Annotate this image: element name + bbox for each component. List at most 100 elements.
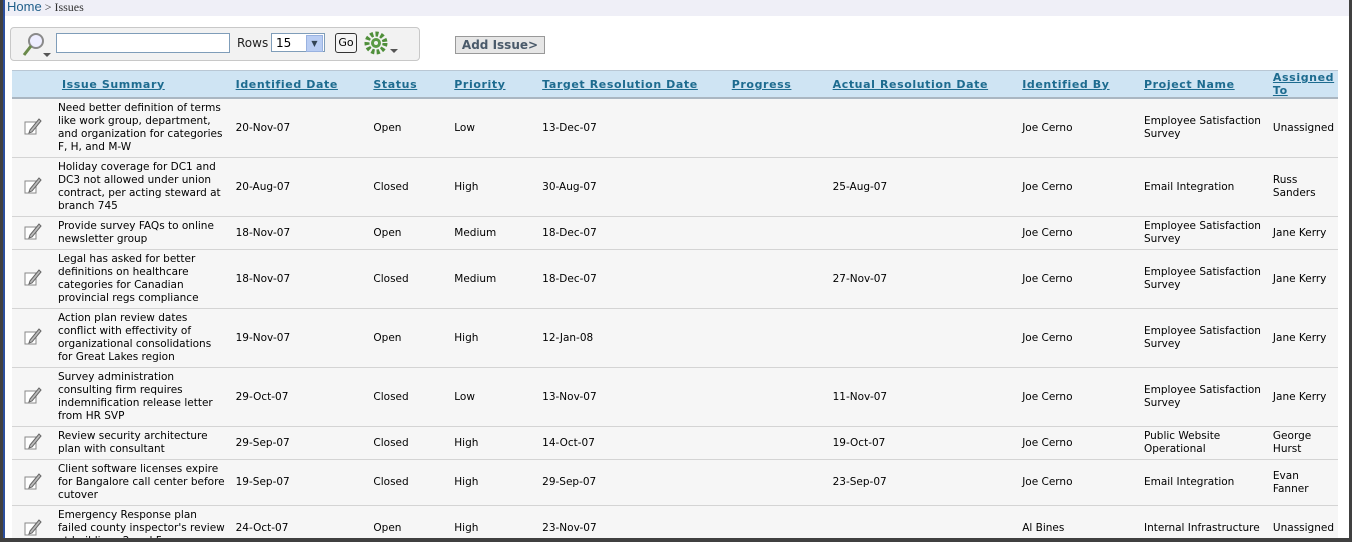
cell-status: Closed — [369, 367, 451, 427]
cell-issue-summary: Need better definition of terms like wor… — [53, 98, 232, 158]
table-row: Client software licenses expire for Bang… — [12, 459, 1338, 506]
cell-target-resolution-date: 18-Dec-07 — [538, 249, 728, 309]
column-header: Actual Resolution Date — [828, 70, 1019, 99]
sort-link[interactable]: Target Resolution Date — [542, 77, 698, 91]
cell-actual-resolution-date — [828, 98, 1019, 158]
cell-target-resolution-date: 30-Aug-07 — [538, 157, 728, 217]
cell-progress — [727, 367, 829, 427]
pencil-edit-icon[interactable] — [24, 269, 42, 289]
cell-issue-summary: Provide survey FAQs to online newsletter… — [53, 216, 232, 250]
cell-target-resolution-date: 13-Nov-07 — [538, 367, 728, 427]
rows-label: Rows — [237, 36, 269, 50]
table-header-row: Issue Summary Identified Date Status Priori… — [12, 70, 1338, 99]
sort-link[interactable]: Assigned To — [1272, 71, 1335, 97]
cell-issue-summary: Client software licenses expire for Bang… — [53, 459, 232, 506]
add-issue-button[interactable]: Add Issue> — [455, 36, 545, 54]
sort-link[interactable]: Identified By — [1022, 77, 1110, 91]
column-header: Priority — [450, 70, 539, 99]
go-button[interactable]: Go — [335, 33, 357, 53]
breadcrumb-home-link[interactable]: Home — [7, 0, 42, 14]
column-header: Issue Summary — [53, 70, 232, 99]
cell-progress — [727, 426, 829, 460]
cell-progress — [727, 249, 829, 309]
cell-status: Open — [369, 308, 451, 368]
sort-link[interactable]: Identified Date — [235, 77, 338, 91]
table-row: Survey administration consulting firm re… — [12, 367, 1338, 427]
cell-priority: High — [450, 157, 539, 217]
cell-project-name: Email Integration — [1140, 157, 1269, 217]
edit-cell[interactable] — [12, 98, 54, 158]
breadcrumb: Home > Issues — [5, 0, 1349, 16]
cell-priority: High — [450, 308, 539, 368]
table-row: Provide survey FAQs to online newsletter… — [12, 216, 1338, 250]
cell-project-name: Internal Infrastructure — [1140, 505, 1269, 538]
cell-project-name: Employee Satisfaction Survey — [1140, 98, 1269, 158]
cell-status: Open — [369, 505, 451, 538]
cell-target-resolution-date: 29-Sep-07 — [538, 459, 728, 506]
cell-status: Open — [369, 216, 451, 250]
search-input[interactable] — [56, 33, 230, 53]
cell-identified-by: Joe Cerno — [1018, 216, 1140, 250]
edit-cell[interactable] — [12, 157, 54, 217]
magnifier-icon[interactable] — [19, 30, 53, 62]
edit-cell[interactable] — [12, 308, 54, 368]
cell-target-resolution-date: 23-Nov-07 — [538, 505, 728, 538]
cell-actual-resolution-date: 19-Oct-07 — [828, 426, 1019, 460]
cell-actual-resolution-date — [828, 505, 1019, 538]
edit-cell[interactable] — [12, 426, 54, 460]
sort-link[interactable]: Progress — [731, 77, 792, 91]
pencil-edit-icon[interactable] — [24, 518, 42, 539]
cell-progress — [727, 459, 829, 506]
edit-cell[interactable] — [12, 505, 54, 539]
sort-link[interactable]: Actual Resolution Date — [832, 77, 989, 91]
pencil-edit-icon[interactable] — [24, 118, 42, 138]
edit-column-header — [12, 70, 54, 99]
pencil-edit-icon[interactable] — [24, 223, 42, 243]
cell-status: Closed — [369, 249, 451, 309]
cell-progress — [727, 157, 829, 217]
cell-identified-by: Joe Cerno — [1018, 98, 1140, 158]
cell-project-name: Employee Satisfaction Survey — [1140, 216, 1269, 250]
cell-identified-date: 18-Nov-07 — [231, 216, 370, 250]
cell-assigned-to: Jane Kerry — [1268, 308, 1338, 368]
cell-priority: High — [450, 459, 539, 506]
pencil-edit-icon[interactable] — [24, 177, 42, 197]
edit-cell[interactable] — [12, 216, 54, 250]
cell-status: Closed — [369, 157, 451, 217]
cell-priority: Medium — [450, 249, 539, 309]
cell-assigned-to: Jane Kerry — [1268, 249, 1338, 309]
cell-identified-by: Joe Cerno — [1018, 308, 1140, 368]
cell-assigned-to: Jane Kerry — [1268, 216, 1338, 250]
cell-identified-by: Joe Cerno — [1018, 426, 1140, 460]
edit-cell[interactable] — [12, 459, 54, 506]
breadcrumb-current: Issues — [54, 0, 84, 14]
cell-priority: High — [450, 426, 539, 460]
sort-link[interactable]: Issue Summary — [61, 77, 165, 91]
cell-actual-resolution-date: 25-Aug-07 — [828, 157, 1019, 217]
cell-status: Closed — [369, 459, 451, 506]
column-header: Progress — [727, 70, 829, 99]
pencil-edit-icon[interactable] — [24, 387, 42, 407]
table-row: Review security architecture plan with c… — [12, 426, 1338, 460]
app-window: Home > Issues Rows 15 ▼ Go Add Issue> Iss… — [3, 0, 1349, 538]
chevron-down-icon: ▼ — [306, 35, 323, 52]
cell-project-name: Public Website Operational — [1140, 426, 1269, 460]
cell-priority: Medium — [450, 216, 539, 250]
column-header: Project Name — [1140, 70, 1269, 99]
sort-link[interactable]: Priority — [454, 77, 506, 91]
column-header: Status — [369, 70, 451, 99]
cell-project-name: Employee Satisfaction Survey — [1140, 367, 1269, 427]
issues-table: Issue Summary Identified Date Status Priori… — [12, 70, 1338, 538]
sort-link[interactable]: Status — [373, 77, 418, 91]
edit-cell[interactable] — [12, 367, 54, 427]
gear-icon[interactable] — [363, 31, 403, 61]
rows-select[interactable]: 15 ▼ — [271, 33, 325, 52]
cell-identified-by: Al Bines — [1018, 505, 1140, 538]
pencil-edit-icon[interactable] — [24, 433, 42, 453]
cell-assigned-to: Russ Sanders — [1268, 157, 1338, 217]
edit-cell[interactable] — [12, 249, 54, 309]
pencil-edit-icon[interactable] — [24, 328, 42, 348]
cell-status: Closed — [369, 426, 451, 460]
pencil-edit-icon[interactable] — [24, 472, 42, 493]
sort-link[interactable]: Project Name — [1144, 77, 1235, 91]
